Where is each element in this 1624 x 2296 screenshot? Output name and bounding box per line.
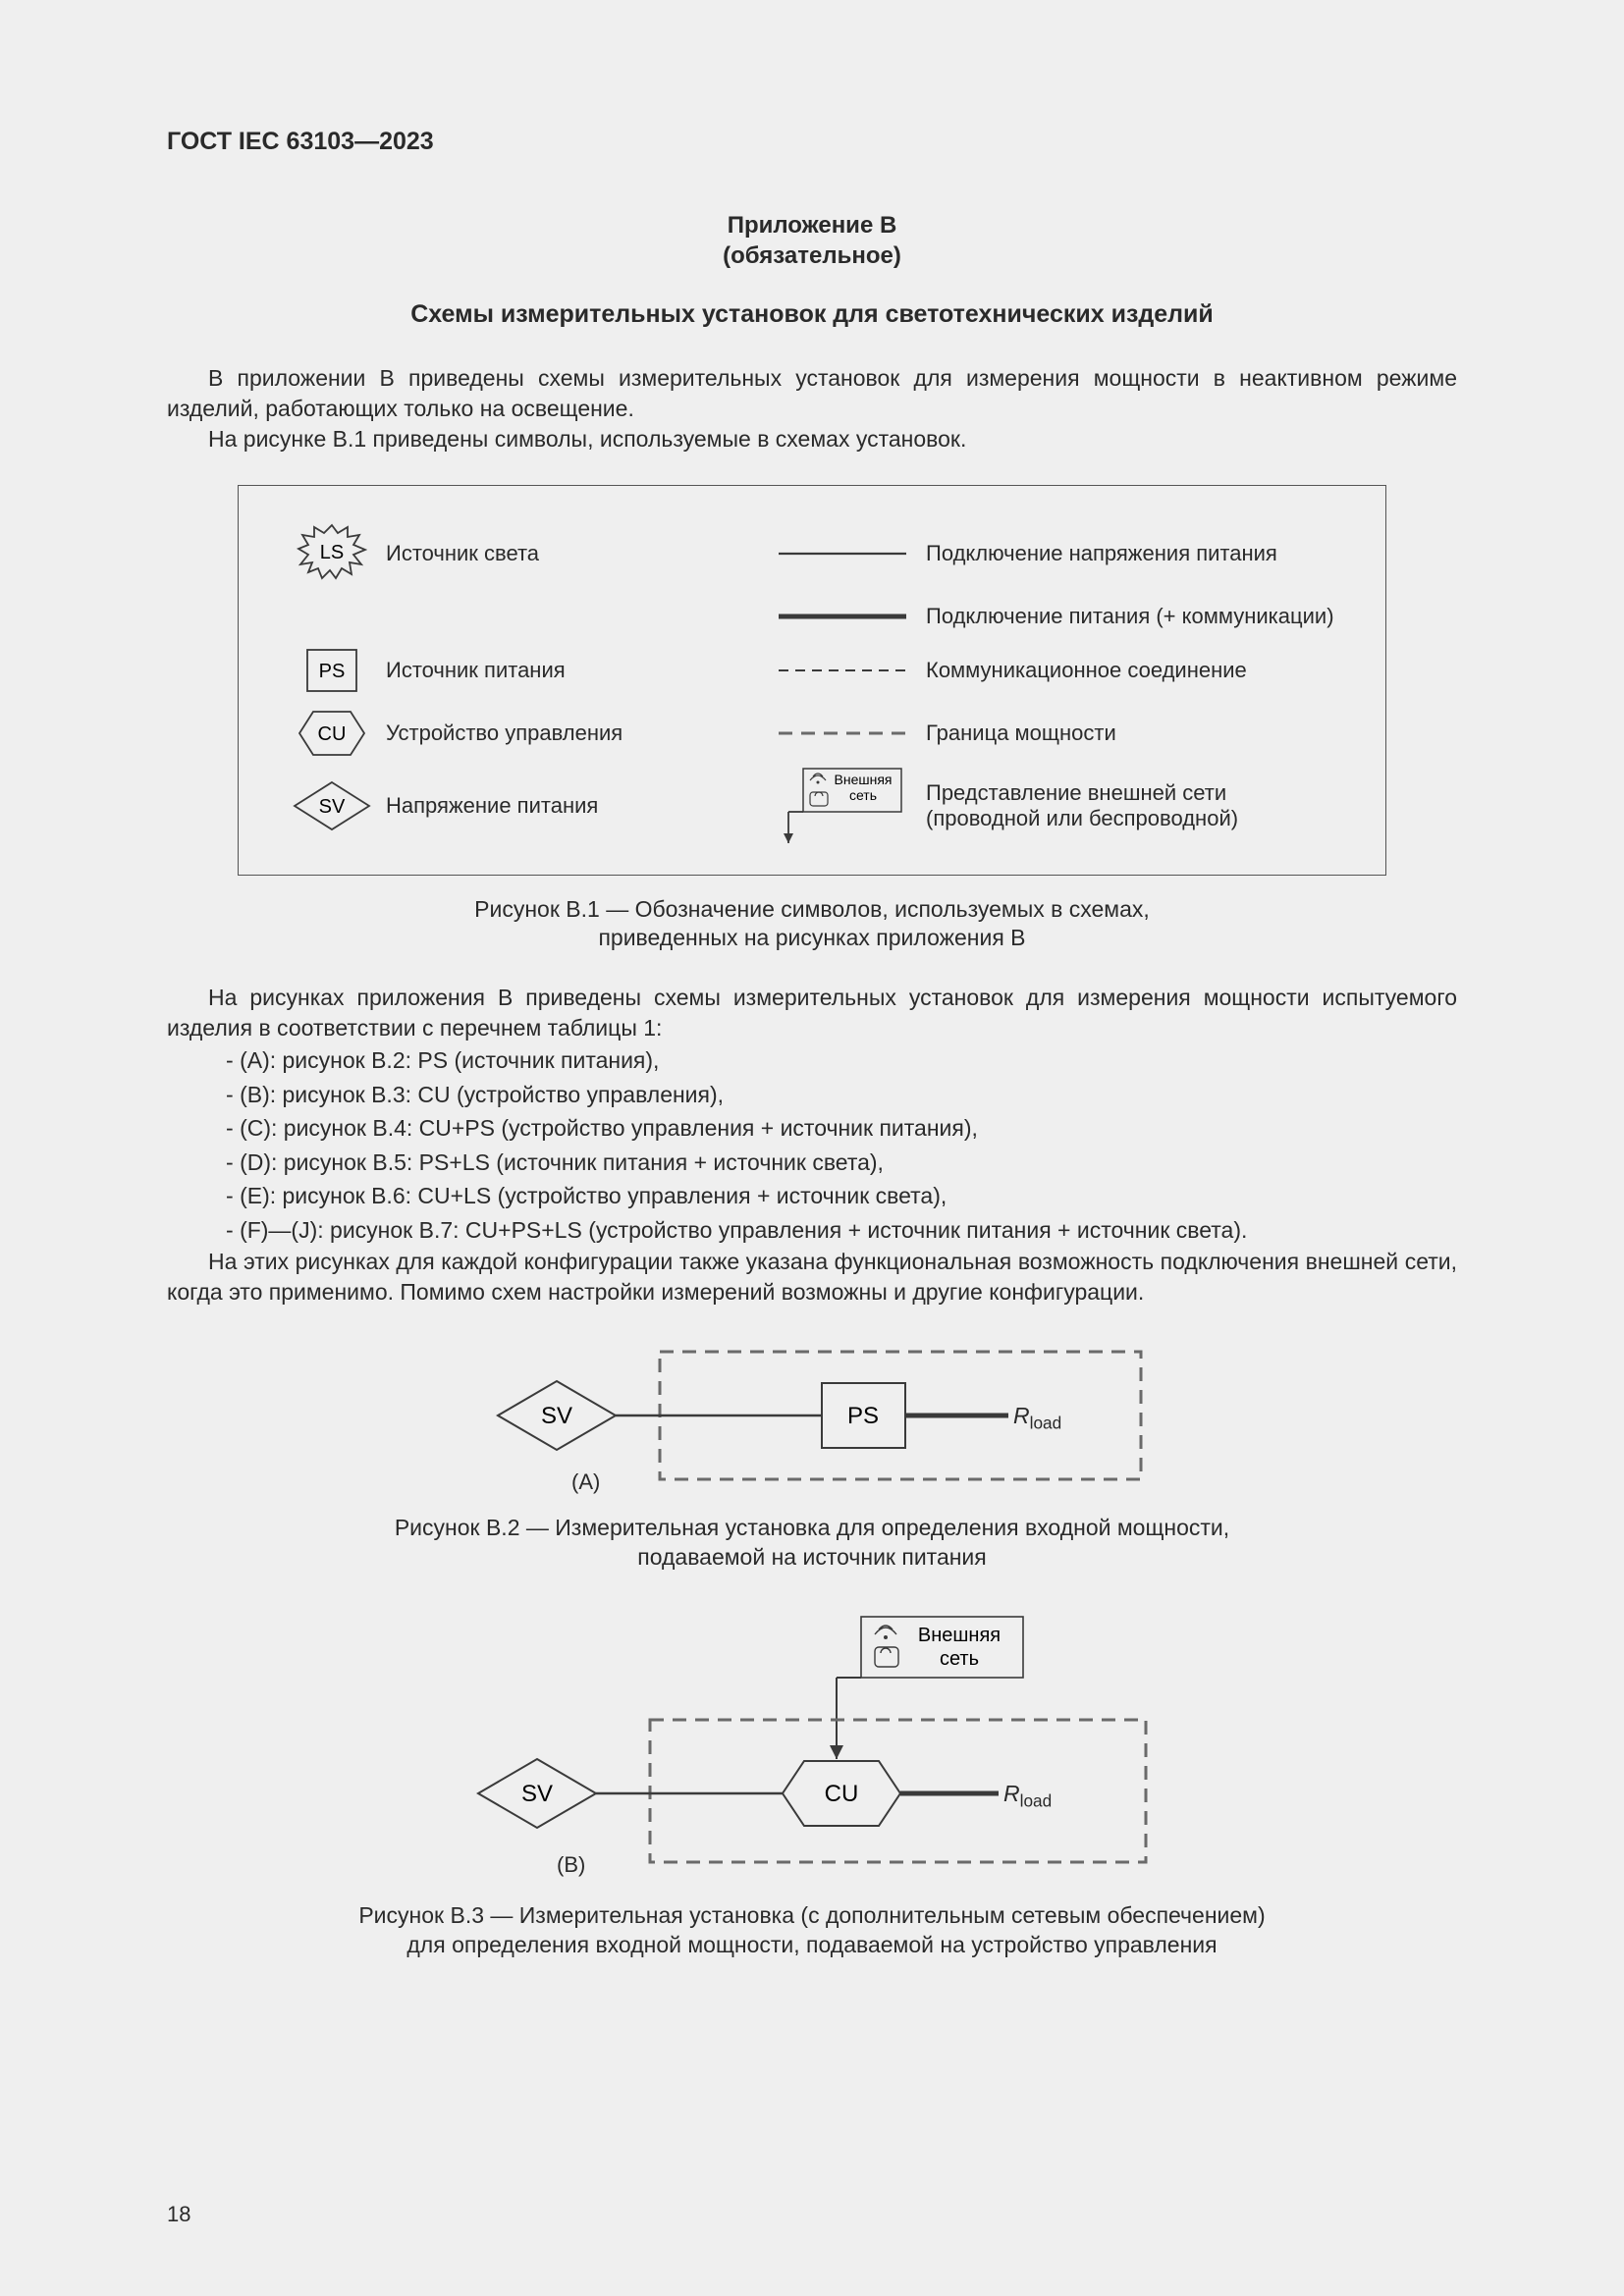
list-item: (E): рисунок В.6: CU+LS (устройство упра… [226,1179,1457,1213]
standard-code: ГОСТ IEC 63103—2023 [167,128,1457,156]
svg-text:SV: SV [319,796,346,818]
appendix-line1: Приложение В [728,212,897,239]
ext-net-label-2: (проводной или беспроводной) [926,806,1238,830]
appendix-label: Приложение В (обязательное) [167,210,1457,271]
list-item: (D): рисунок В.5: PS+LS (источник питани… [226,1146,1457,1180]
sv-connection-line-icon [769,544,916,563]
cu-label: Устройство управления [376,721,623,746]
intro-paragraph-2: На рисунке В.1 приведены символы, исполь… [167,424,1457,454]
svg-text:Внешняя: Внешняя [918,1625,1001,1646]
page-number: 18 [167,2202,190,2227]
fig-b3-caption-l2: для определения входной мощности, подава… [406,1932,1217,1957]
fig-b2-caption-l1: Рисунок В.2 — Измерительная установка дл… [395,1515,1229,1540]
figure-letter-b: (B) [557,1852,585,1878]
svg-text:SV: SV [541,1403,572,1429]
svg-text:CU: CU [318,723,347,745]
ps-box-icon: PS [288,645,376,696]
ext-network-icon: Внешняя сеть [769,767,916,845]
configuration-list: (A): рисунок В.2: PS (источник питания),… [167,1043,1457,1247]
ls-starburst-icon: LS [288,523,376,584]
comm-line-label: Коммуникационное соединение [916,658,1247,683]
ext-net-label-1: Представление внешней сети [926,780,1226,805]
list-item: (A): рисунок В.2: PS (источник питания), [226,1043,1457,1078]
fig-b3-caption-l1: Рисунок В.3 — Измерительная установка (с… [358,1902,1265,1928]
svg-text:PS: PS [319,661,346,682]
rload-label: Rload [1013,1403,1061,1434]
ls-label: Источник света [376,541,539,566]
mid-paragraph-1: На рисунках приложения В приведены схемы… [167,983,1457,1043]
fig-b2-caption-l2: подаваемой на источник питания [637,1544,987,1570]
page: ГОСТ IEC 63103—2023 Приложение В (обязат… [0,0,1624,2296]
comm-dashed-line-icon [769,661,916,680]
ps-label: Источник питания [376,658,566,683]
svg-text:сеть: сеть [940,1648,979,1670]
ext-network-label: Представление внешней сети (проводной ил… [916,780,1238,831]
cu-hexagon-icon: CU [288,706,376,761]
figure-b2-caption: Рисунок В.2 — Измерительная установка дл… [167,1514,1457,1573]
mid-paragraph-2: На этих рисунках для каждой конфигурации… [167,1247,1457,1308]
appendix-line2: (обязательное) [723,242,901,269]
figure-b3-diagram: Внешняя сеть SV CU Rload (B) [439,1612,1185,1887]
svg-text:сеть: сеть [849,787,877,803]
main-heading: Схемы измерительных установок для светот… [167,300,1457,329]
svg-text:LS: LS [320,542,344,563]
boundary-dashed-line-icon [769,723,916,743]
figure-letter-a: (A) [571,1469,600,1495]
list-item: (C): рисунок В.4: CU+PS (устройство упра… [226,1111,1457,1146]
power-line-label: Подключение питания (+ коммуникации) [916,604,1334,629]
list-item: (B): рисунок В.3: CU (устройство управле… [226,1078,1457,1112]
svg-text:Внешняя: Внешняя [835,772,893,787]
intro-paragraph-1: В приложении В приведены схемы измерител… [167,363,1457,424]
boundary-line-label: Граница мощности [916,721,1116,746]
figure-b3-caption: Рисунок В.3 — Измерительная установка (с… [167,1901,1457,1960]
svg-text:SV: SV [521,1781,553,1807]
power-line-icon [769,607,916,626]
sv-label: Напряжение питания [376,793,598,819]
svg-text:PS: PS [847,1403,879,1429]
rload-label: Rload [1003,1781,1052,1812]
legend-box: LS Источник света Подключение напряжения… [238,485,1386,876]
sv-diamond-icon: SV [288,778,376,833]
fig-b1-caption-l1: Рисунок В.1 — Обозначение символов, испо… [474,896,1150,922]
svg-text:CU: CU [825,1781,859,1807]
figure-b1-caption: Рисунок В.1 — Обозначение символов, испо… [167,895,1457,954]
fig-b1-caption-l2: приведенных на рисунках приложения В [598,925,1025,950]
list-item: (F)—(J): рисунок В.7: CU+PS+LS (устройст… [226,1213,1457,1248]
sv-connection-label: Подключение напряжения питания [916,541,1277,566]
figure-b2-diagram: SV PS Rload (A) [459,1332,1165,1499]
